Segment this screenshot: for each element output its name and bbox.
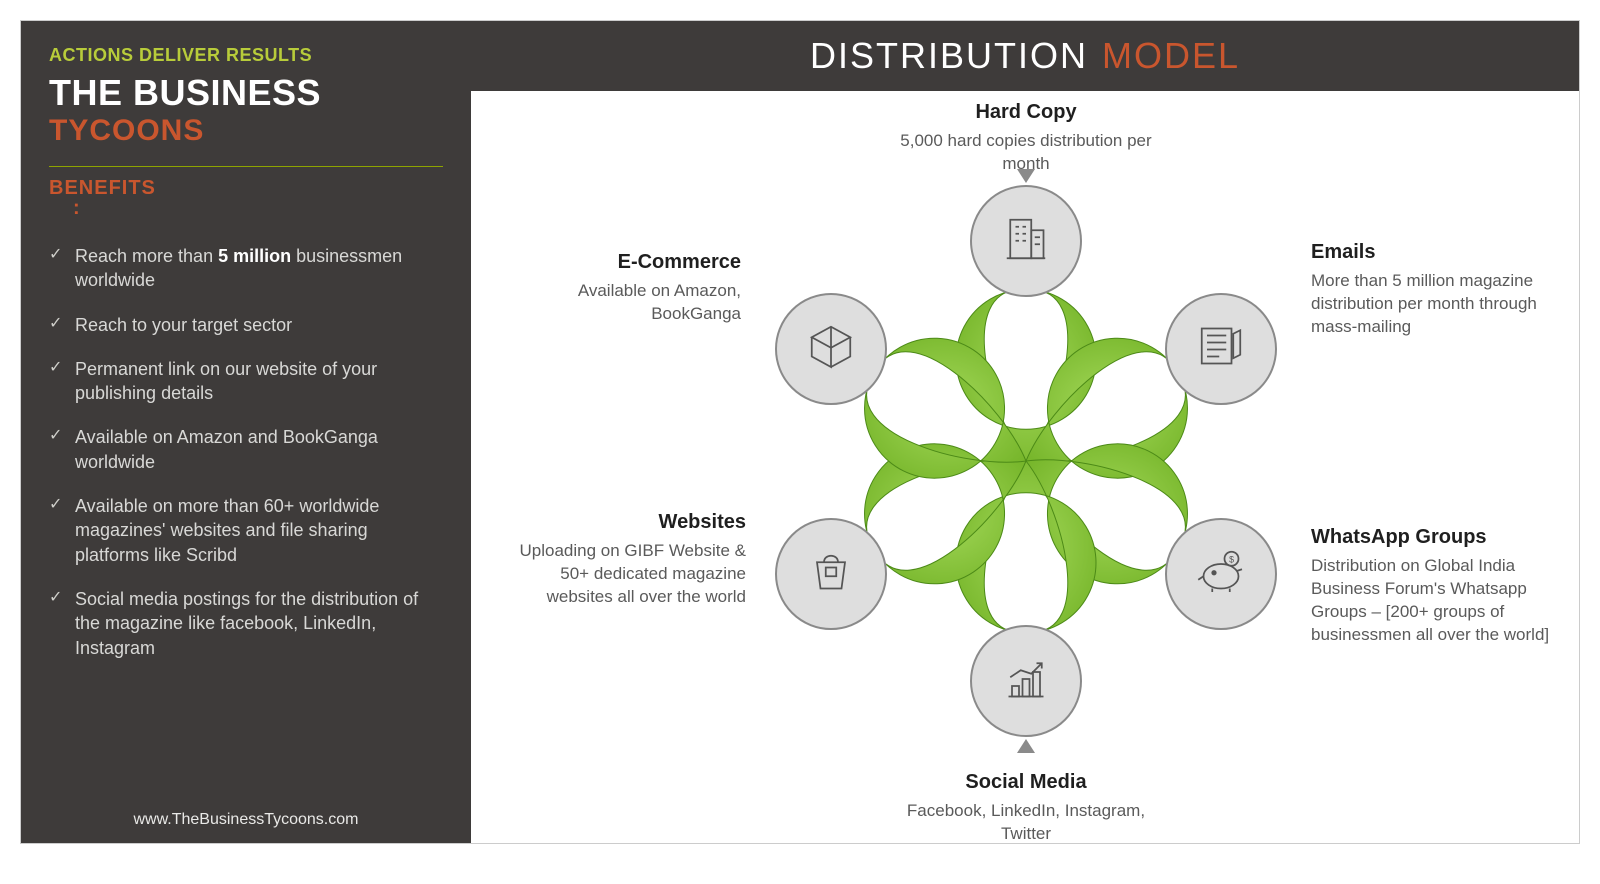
- node-emails: [1165, 293, 1277, 405]
- page-root: ACTIONS DELIVER RESULTS THE BUSINESS TYC…: [20, 20, 1580, 844]
- benefit-item: Available on Amazon and BookGanga worldw…: [49, 415, 443, 484]
- label-desc: Available on Amazon, BookGanga: [511, 280, 741, 326]
- node-ecommerce: [775, 293, 887, 405]
- tagline: ACTIONS DELIVER RESULTS: [49, 45, 443, 66]
- benefit-item: Reach more than 5 million businessmen wo…: [49, 234, 443, 303]
- label-desc: More than 5 million magazine distributio…: [1311, 270, 1541, 339]
- label-desc: Facebook, LinkedIn, Instagram, Twitter: [891, 800, 1161, 846]
- label-title: WhatsApp Groups: [1311, 526, 1551, 549]
- label-title: E-Commerce: [511, 251, 741, 274]
- label-desc: 5,000 hard copies distribution per month: [891, 130, 1161, 176]
- barchart-icon: [998, 651, 1054, 712]
- benefit-item: Permanent link on our website of your pu…: [49, 347, 443, 416]
- brand-line-2: TYCOONS: [49, 114, 443, 148]
- label-ecommerce: E-Commerce Available on Amazon, BookGang…: [511, 251, 741, 326]
- bag-icon: [803, 543, 859, 604]
- benefits-list: Reach more than 5 million businessmen wo…: [49, 234, 443, 670]
- label-desc: Distribution on Global India Business Fo…: [1311, 555, 1551, 647]
- title-word-1: DISTRIBUTION: [810, 35, 1088, 77]
- benefit-item: Social media postings for the distributi…: [49, 577, 443, 670]
- node-hardcopy: [970, 185, 1082, 297]
- node-whatsapp: $: [1165, 518, 1277, 630]
- right-panel: DISTRIBUTION MODEL Hard Copy 5,000 hard …: [471, 21, 1579, 843]
- benefits-colon: :: [49, 200, 443, 216]
- label-hardcopy: Hard Copy 5,000 hard copies distribution…: [891, 101, 1161, 176]
- box-icon: [803, 318, 859, 379]
- label-title: Emails: [1311, 241, 1541, 264]
- label-whatsapp: WhatsApp Groups Distribution on Global I…: [1311, 526, 1551, 647]
- right-title: DISTRIBUTION MODEL: [471, 21, 1579, 91]
- benefit-item: Available on more than 60+ worldwide mag…: [49, 484, 443, 577]
- benefits-heading: BENEFITS: [49, 177, 443, 200]
- label-emails: Emails More than 5 million magazine dist…: [1311, 241, 1541, 339]
- label-title: Websites: [501, 511, 746, 534]
- node-websites: [775, 518, 887, 630]
- newsletter-icon: [1193, 318, 1249, 379]
- label-title: Social Media: [891, 771, 1161, 794]
- label-title: Hard Copy: [891, 101, 1161, 124]
- pointer-social: [1017, 739, 1035, 753]
- svg-text:$: $: [1229, 554, 1234, 564]
- node-social: [970, 625, 1082, 737]
- brand-line-1: THE BUSINESS: [49, 72, 443, 114]
- title-word-2: MODEL: [1102, 35, 1240, 77]
- benefit-item: Reach to your target sector: [49, 303, 443, 347]
- building-icon: [998, 211, 1054, 272]
- divider: [49, 166, 443, 167]
- diagram-canvas: Hard Copy 5,000 hard copies distribution…: [471, 91, 1579, 843]
- left-panel: ACTIONS DELIVER RESULTS THE BUSINESS TYC…: [21, 21, 471, 843]
- label-desc: Uploading on GIBF Website & 50+ dedicate…: [501, 540, 746, 609]
- footer-url: www.TheBusinessTycoons.com: [21, 811, 471, 829]
- label-websites: Websites Uploading on GIBF Website & 50+…: [501, 511, 746, 609]
- piggy-icon: $: [1193, 543, 1249, 604]
- label-social: Social Media Facebook, LinkedIn, Instagr…: [891, 771, 1161, 846]
